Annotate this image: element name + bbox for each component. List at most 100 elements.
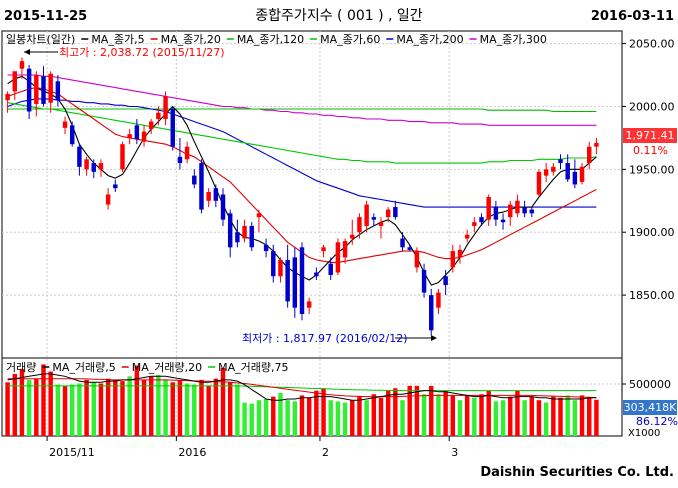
candle-body [213,188,219,201]
volume-bar [98,383,104,436]
y-tick-label: 1850.00 [629,289,675,302]
candle-body [62,121,68,128]
volume-bar [199,379,204,436]
volume-bar [220,367,226,436]
volume-bar [163,379,168,436]
candle-body [278,259,283,277]
candle-body [314,272,319,277]
candle-body [565,163,570,180]
volume-bar [105,378,111,436]
volume-bar [69,384,75,436]
x-tick-label: 2 [322,446,329,459]
low-annotation: 최저가 : 1,817.97 (2016/02/12) [242,332,437,345]
volume-bar [436,394,441,436]
volume-bar [508,396,513,436]
volume-bar [414,385,420,436]
volume-bar [536,400,542,436]
volume-bar [62,385,68,436]
candle-body [55,81,61,101]
x-tick-label: 2016 [178,446,206,459]
volume-bar [565,395,570,436]
volume-bar [113,379,118,436]
volume-bar [263,399,269,436]
candle-body [558,159,563,164]
volume-bar [421,394,427,436]
y-tick-label: 2000.00 [629,100,675,113]
candle-body [450,251,456,268]
volume-bar [579,395,585,436]
volume-bar [235,384,240,436]
grid-lines [2,31,622,436]
candle-body [48,73,53,103]
candle-body [91,163,96,172]
volume-bar [493,401,499,436]
candle-body [515,200,520,214]
volume-bar [227,382,233,436]
candle-body [443,276,448,286]
candlestick-series [5,57,599,336]
volume-bar [464,395,470,436]
candle-body [385,209,391,218]
legend-label: MA_종가,20 [161,33,221,46]
legend-label: MA_종가,60 [320,33,380,46]
candle-body [508,204,513,218]
candle-body [199,163,204,210]
candle-body [120,144,125,170]
moving-average-lines [7,74,597,286]
candle-body [127,134,132,138]
volume-bar [371,394,377,436]
volume-bar [472,397,477,436]
volume-bar [55,384,61,436]
candle-body [192,175,197,185]
candle-body [306,301,312,308]
candle-body [594,142,599,147]
volume-bar [522,400,527,436]
candle-body [163,96,168,120]
volume-bar [385,390,391,436]
candle-body [77,146,82,167]
volume-bar [335,401,341,436]
volume-bar [364,400,369,436]
candle-body [371,217,377,220]
candle-body [350,234,355,239]
candle-body [579,166,585,182]
legend-label: MA_종가,300 [480,33,547,46]
candle-body [500,219,506,223]
ma120-line [7,108,597,113]
volume-bar [256,400,262,436]
legend-label: MA_종가,5 [91,33,144,46]
y-tick-label: 2050.00 [629,38,675,51]
last-price: 1,971.41 [626,129,675,142]
volume-bar [271,396,276,436]
volume-bar [192,384,197,436]
candle-body [522,207,527,214]
candle-body [26,68,32,112]
candle-body [357,217,362,233]
volume-ma75-line [7,385,597,392]
volume-bar [127,376,132,436]
price-panel-frame [1,30,623,359]
ma300-line [7,74,597,126]
volume-bar [551,396,556,436]
candle-body [249,225,254,248]
volume-y-tick: 500000 [629,378,671,391]
last-volume-badge: 303,418K 86.12% X1000 [623,400,678,439]
candle-body [256,213,262,218]
volume-moving-average-lines [7,373,597,401]
candle-body [551,166,556,172]
volume-bar [443,390,448,436]
volume-bar [543,402,549,436]
candle-body [393,207,398,218]
volume-bar [120,381,125,436]
candle-body [536,171,542,195]
candle-body [242,225,247,239]
volume-bar [393,388,398,436]
candle-body [364,204,369,226]
volume-bar [314,390,319,436]
volume-bar [515,390,520,436]
candle-body [479,217,484,223]
volume-bar [242,402,247,436]
candle-body [472,222,477,226]
